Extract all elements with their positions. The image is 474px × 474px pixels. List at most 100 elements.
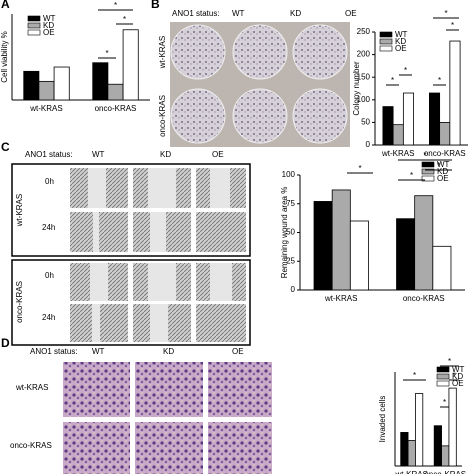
x-tick-label: onco-KRAS (403, 294, 445, 303)
significance-star: * (404, 66, 407, 75)
time-label: 0h (45, 177, 54, 186)
legend-label: WT (395, 30, 408, 39)
bar (396, 218, 416, 291)
y-axis-label: Cell viability % (0, 31, 9, 83)
y-axis-label: Colony number (352, 61, 361, 116)
plate (292, 88, 348, 144)
legend-swatch (436, 373, 450, 380)
bar (53, 66, 70, 101)
legend-swatch (421, 168, 435, 175)
y-tick-label: 75 (286, 199, 295, 208)
y-axis-label: Invaded cells (378, 396, 387, 443)
bar (407, 440, 416, 467)
time-label: 24h (42, 223, 55, 232)
bar (441, 445, 450, 467)
significance-star: * (413, 371, 416, 380)
legend-swatch (421, 175, 435, 182)
legend-label: KD (43, 21, 54, 30)
significance-star: * (410, 171, 413, 180)
plate (292, 24, 348, 80)
significance-star: * (444, 9, 447, 18)
plate (170, 24, 226, 80)
legend-label: WT (437, 160, 450, 169)
image (208, 362, 272, 417)
x-tick-label: wt-KRAS (381, 149, 414, 158)
significance-star: * (423, 151, 426, 160)
box (11, 259, 251, 346)
y-axis-label: Remaining wound area % (280, 187, 289, 279)
bar (92, 62, 109, 101)
x-tick-label: wt-KRAS (29, 104, 62, 113)
bar (349, 220, 369, 291)
row-label: onco-KRAS (158, 95, 167, 137)
time-label: 24h (42, 313, 55, 322)
bar (392, 124, 404, 146)
legend-label: OE (452, 379, 464, 388)
legend-label: OE (437, 174, 449, 183)
y-tick-label: 50 (286, 228, 295, 237)
significance-star: * (451, 21, 454, 30)
bar (432, 245, 452, 291)
bar (449, 40, 461, 146)
plate (232, 24, 288, 80)
image (135, 362, 203, 417)
status: OE (232, 347, 244, 356)
invasion-images: ANO1 status: WT KD OE wt-KRAS onco-KRAS (10, 347, 272, 474)
legend-label: KD (452, 372, 463, 381)
x-tick-label: onco-KRAS (424, 470, 466, 474)
x-tick-label: wt-KRAS (395, 470, 428, 474)
bar (107, 83, 124, 101)
row-label: wt-KRAS (158, 36, 167, 69)
legend-swatch (379, 45, 393, 52)
significance-star: * (437, 161, 440, 170)
significance-star: * (443, 398, 446, 407)
status: OE (212, 150, 224, 159)
bar (122, 29, 139, 101)
legend-swatch (379, 38, 393, 45)
row-label: wt-KRAS (15, 383, 48, 392)
bar (400, 432, 409, 467)
panel-label: B (151, 0, 160, 11)
legend-swatch (27, 29, 41, 36)
status-label: ANO1 status: (172, 9, 220, 18)
bar (448, 387, 457, 467)
significance-star: * (358, 164, 361, 173)
plate (170, 88, 226, 144)
y-tick-label: 0 (291, 285, 296, 294)
row-label: onco-KRAS (10, 441, 52, 450)
bar (402, 92, 414, 146)
significance-star: * (391, 76, 394, 85)
panel-label: C (1, 140, 10, 154)
x-tick-label: onco-KRAS (424, 149, 466, 158)
status-label: ANO1 status: (30, 347, 78, 356)
image (63, 422, 130, 474)
bar (382, 106, 394, 146)
legend-swatch (436, 366, 450, 373)
panel-labels: A B C D (1, 0, 160, 350)
status: WT (232, 9, 245, 18)
y-tick-label: 50 (361, 118, 370, 127)
wound-tiles (70, 168, 246, 342)
legend-label: OE (43, 28, 55, 37)
status-label: ANO1 status: (25, 150, 73, 159)
y-tick-label: 0 (366, 140, 371, 149)
status: WT (92, 150, 105, 159)
y-tick-label: 25 (286, 256, 295, 265)
plate (232, 88, 288, 144)
legend-label: KD (437, 167, 448, 176)
bar (331, 189, 351, 291)
bar (313, 201, 333, 291)
significance-star: * (123, 15, 126, 24)
legend-swatch (436, 380, 450, 387)
row-label: wt-KRAS (15, 194, 24, 227)
x-tick-label: wt-KRAS (324, 294, 357, 303)
row-label: onco-KRAS (15, 281, 24, 323)
status: OE (345, 9, 357, 18)
image (208, 422, 272, 474)
significance-star: * (105, 49, 108, 58)
status: KD (290, 9, 301, 18)
panel-label: D (1, 336, 10, 350)
y-tick-label: 100 (282, 170, 296, 179)
status: KD (160, 150, 171, 159)
bar (23, 70, 40, 101)
